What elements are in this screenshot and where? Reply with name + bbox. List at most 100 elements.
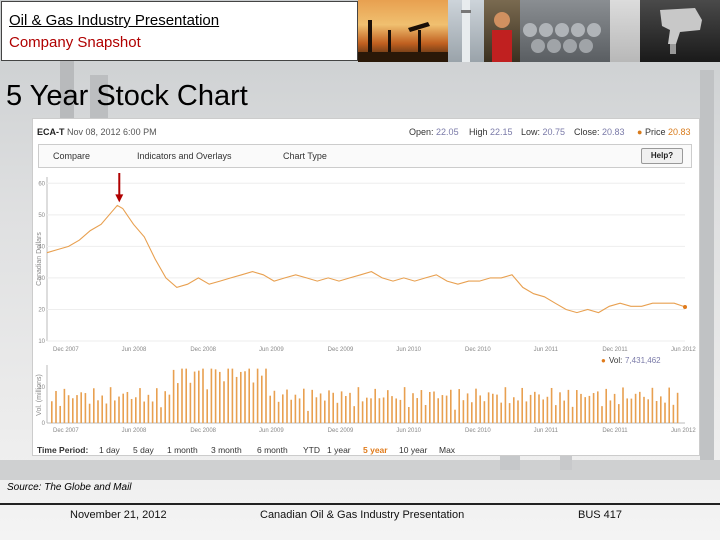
volume-bar (525, 401, 528, 423)
price-axis-label: Canadian Dollars (36, 232, 43, 286)
volume-bar (664, 402, 666, 423)
volume-bar (282, 394, 284, 423)
volume-bar (412, 393, 414, 423)
volume-bar (571, 406, 574, 423)
volume-bar (336, 402, 339, 423)
volume-bar (559, 392, 561, 423)
volume-bar (261, 375, 263, 423)
volume-bar (349, 392, 351, 423)
volume-bar (130, 398, 133, 423)
volume-bar (118, 396, 120, 423)
volume-bar (202, 368, 204, 423)
volume-bar (597, 391, 599, 423)
time-period-ytd[interactable]: YTD (303, 445, 320, 455)
volume-bar (143, 401, 145, 423)
low-number: 20.75 (542, 127, 566, 137)
volume-bar (353, 406, 355, 423)
volume-bar (622, 387, 624, 423)
volume-bar (609, 400, 612, 423)
volume-bar (214, 369, 217, 423)
volume-bar (424, 405, 427, 423)
compare-menu[interactable]: Compare (53, 151, 91, 161)
open-value: Open: 22.05 (409, 127, 459, 137)
volume-bar (122, 393, 124, 423)
volume-x-tick-label: Jun 2009 (259, 428, 284, 434)
price-y-tick-label: 60 (38, 181, 45, 187)
volume-bar (198, 370, 200, 423)
volume-bar (450, 389, 452, 423)
volume-bar (273, 390, 276, 423)
volume-x-tick-label: Jun 2008 (122, 428, 147, 434)
time-period-5-year[interactable]: 5 year (363, 445, 388, 455)
indicators-menu[interactable]: Indicators and Overlays (137, 151, 232, 161)
time-period-3-month[interactable]: 3 month (211, 445, 242, 455)
volume-bar (361, 401, 364, 423)
volume-bar (529, 394, 532, 423)
volume-bar (135, 397, 137, 423)
volume-bar (315, 397, 318, 423)
chart-type-menu[interactable]: Chart Type (283, 151, 327, 161)
volume-bar (357, 387, 360, 423)
last-price-dot (683, 304, 687, 309)
volume-bar (109, 387, 112, 423)
price-x-tick-label: Jun 2011 (534, 347, 559, 353)
price-x-tick-label: Dec 2009 (328, 347, 354, 353)
volume-bar (458, 389, 460, 423)
price-series-line (46, 204, 686, 314)
volume-bar (387, 390, 389, 423)
high-number: 22.15 (490, 127, 513, 137)
chart-toolbar: Compare Indicators and Overlays Chart Ty… (38, 144, 692, 168)
ticker-symbol: ECA-T (37, 127, 65, 137)
volume-bar (240, 371, 242, 423)
volume-bar (462, 400, 465, 423)
price-x-tick-label: Dec 2010 (465, 347, 491, 353)
volume-bar (290, 399, 292, 423)
volume-bar (576, 390, 578, 423)
volume-bar (630, 398, 633, 423)
volume-value: 7,431,462 (625, 356, 661, 365)
time-period-10-year[interactable]: 10 year (399, 445, 428, 455)
volume-bar (676, 392, 679, 423)
slide-title: 5 Year Stock Chart (6, 80, 248, 112)
pipes-photo (520, 0, 610, 62)
time-period-1-year[interactable]: 1 year (327, 445, 351, 455)
price-number: 20.83 (667, 127, 691, 137)
volume-bar (563, 400, 565, 423)
volume-bullet: ● (601, 356, 606, 365)
time-period-1-day[interactable]: 1 day (99, 445, 120, 455)
header-box: Oil & Gas Industry Presentation Company … (1, 1, 358, 61)
time-period-1-month[interactable]: 1 month (167, 445, 198, 455)
volume-bar (420, 390, 423, 423)
volume-bar (416, 398, 418, 423)
volume-bar (592, 393, 595, 423)
ticker-datetime: Nov 08, 2012 6:00 PM (67, 127, 157, 137)
volume-bar (319, 393, 322, 423)
volume-bar (256, 368, 259, 423)
volume-bar (655, 401, 658, 423)
volume-bar (248, 368, 250, 423)
volume-bar (504, 387, 507, 423)
volume-bar (555, 405, 557, 423)
volume-bar (139, 388, 141, 423)
low-label: Low: (521, 127, 541, 137)
volume-bar (374, 388, 376, 423)
volume-bar (403, 387, 406, 423)
volume-bar (660, 396, 662, 423)
time-period-5-day[interactable]: 5 day (133, 445, 154, 455)
help-button[interactable]: Help? (641, 148, 683, 164)
volume-bar (172, 369, 175, 423)
volume-bar (231, 368, 234, 423)
volume-x-tick-label: Dec 2010 (465, 428, 491, 434)
volume-bar (601, 406, 603, 423)
price-y-tick-label: 40 (38, 244, 45, 250)
volume-bar (366, 397, 368, 423)
volume-bar (311, 389, 313, 423)
time-period-6-month[interactable]: 6 month (257, 445, 288, 455)
volume-bar (147, 394, 150, 423)
volume-legend: ● Vol: 7,431,462 (601, 356, 661, 365)
volume-bar (445, 395, 448, 423)
time-period-max[interactable]: Max (439, 445, 456, 455)
volume-bar (210, 368, 213, 423)
header-title: Oil & Gas Industry Presentation (9, 12, 220, 29)
footer-course-code: BUS 417 (578, 509, 623, 521)
